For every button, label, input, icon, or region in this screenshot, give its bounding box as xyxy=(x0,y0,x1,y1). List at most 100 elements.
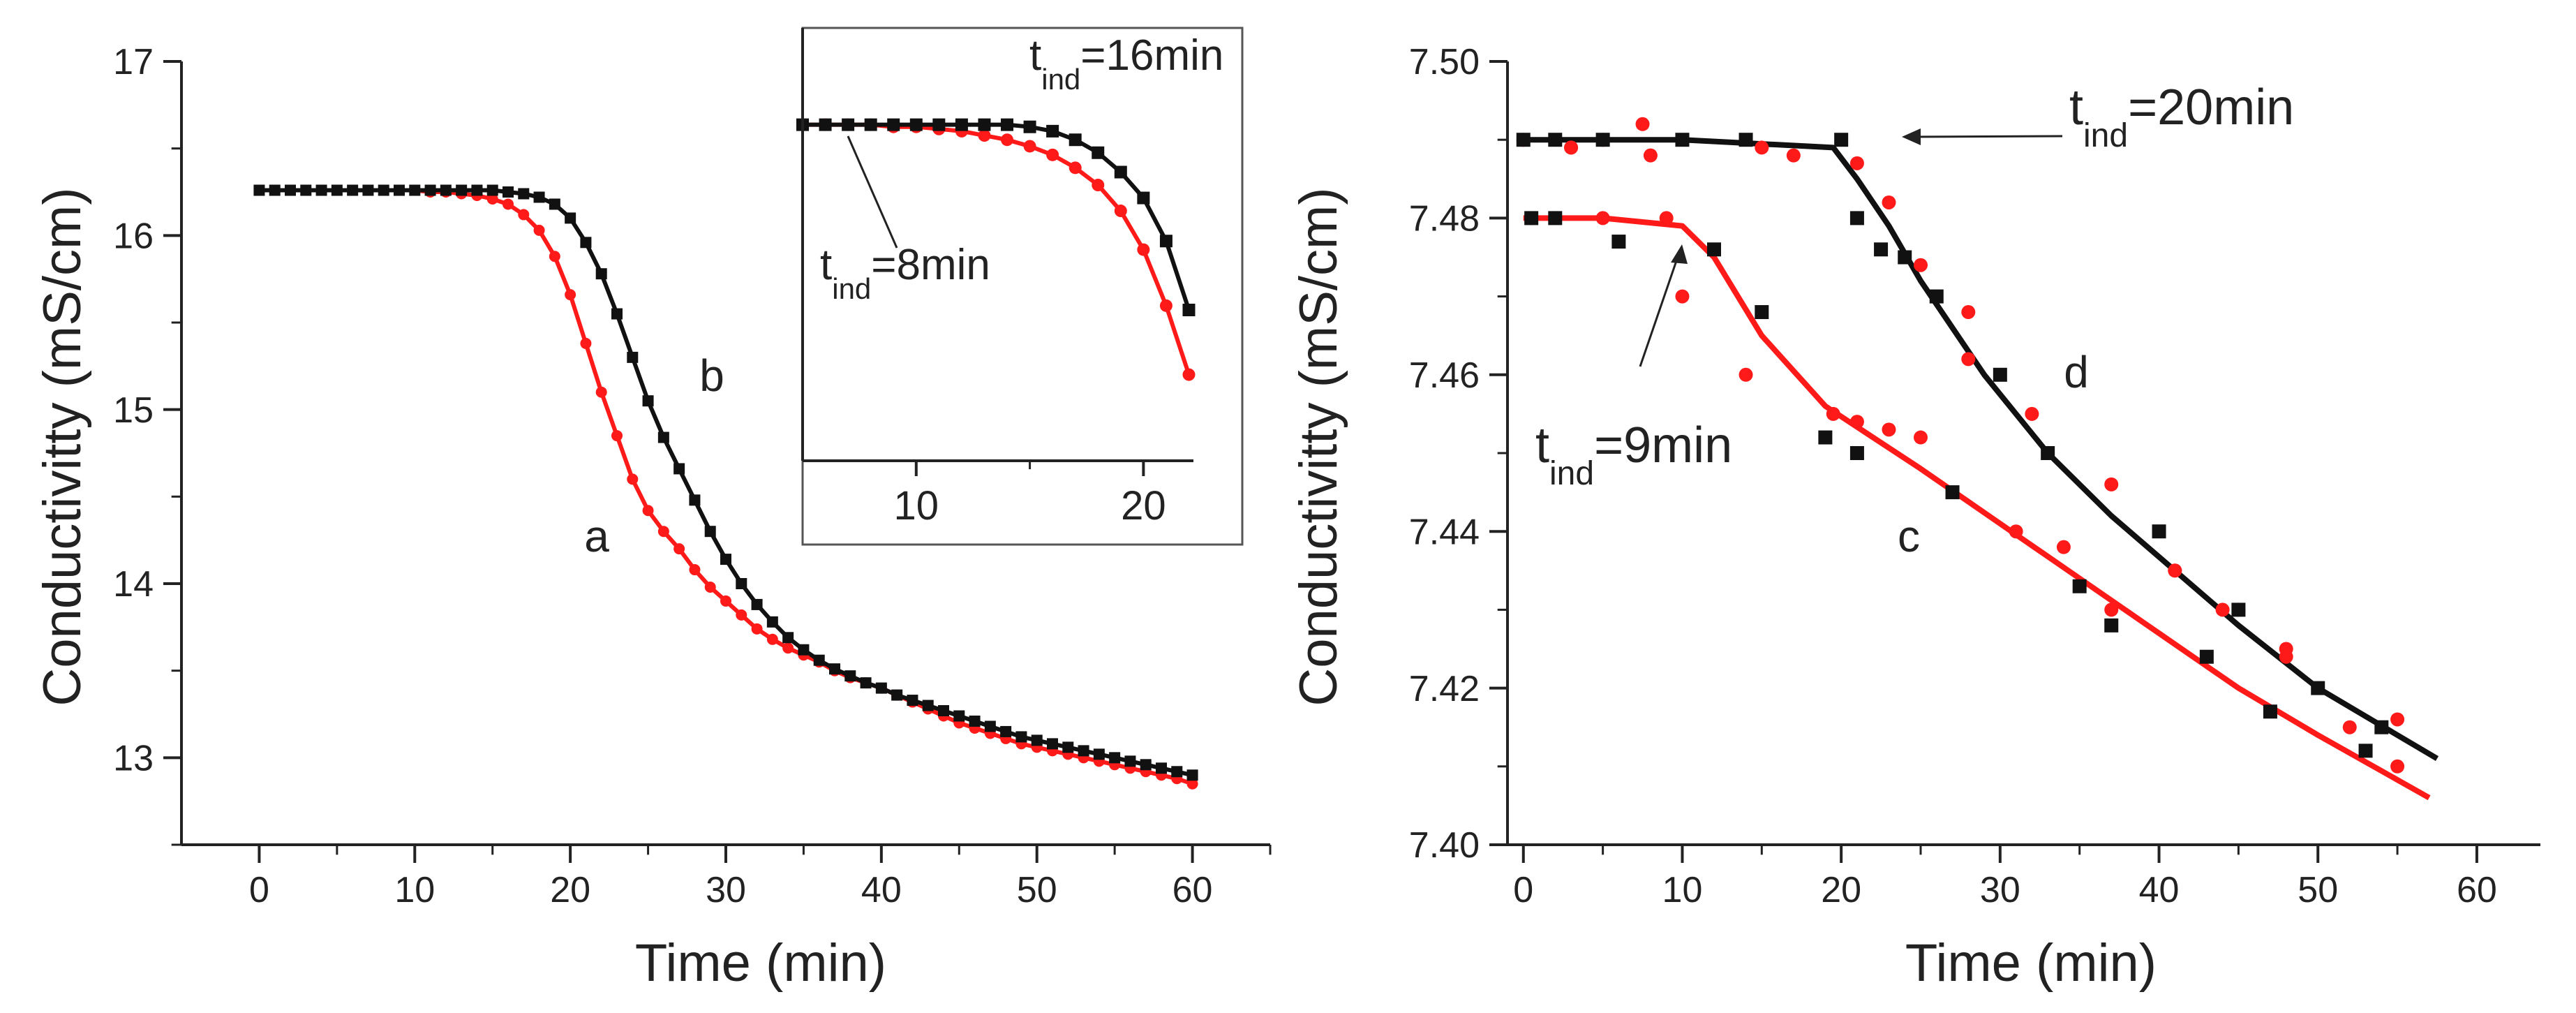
inset-data-point-a xyxy=(1001,133,1014,147)
data-point-a xyxy=(502,198,514,210)
data-point-a xyxy=(657,526,669,538)
x-tick-label: 10 xyxy=(394,870,435,910)
data-point-a xyxy=(642,505,654,517)
x-tick-label: 20 xyxy=(550,870,590,910)
right-ticks: 0 10 20 30 40 50 60 7.40 7.42 7.44 7.46 7.48 7.50 xyxy=(1409,42,2497,910)
y-tick-label: 7.48 xyxy=(1409,199,1480,239)
x-tick-label: 50 xyxy=(2298,870,2338,910)
inset-data-point-b xyxy=(1069,133,1082,147)
black-point-c xyxy=(1755,305,1769,320)
y-tick-label: 7.50 xyxy=(1409,42,1480,82)
inset-plot-data xyxy=(796,118,1196,381)
black-point-c xyxy=(1611,235,1626,249)
x-tick-label: 0 xyxy=(249,870,269,910)
data-point-b xyxy=(502,186,514,198)
red-point-c xyxy=(1961,352,1976,367)
ind-subscript: ind xyxy=(832,272,871,305)
y-tick-label: 7.46 xyxy=(1409,355,1480,396)
arrow-20min xyxy=(1912,135,2063,138)
inset-panel: 10 20 tind=16min tind=8min xyxy=(796,27,1244,546)
red-point-c xyxy=(1849,415,1864,429)
red-point-d xyxy=(1786,148,1801,163)
inset-data-point-b xyxy=(1182,304,1196,316)
data-point-a xyxy=(720,595,731,607)
red-point-c xyxy=(2104,602,2119,617)
inset-data-point-b xyxy=(1023,120,1036,133)
red-point-d xyxy=(2104,477,2119,491)
inset-data-point-b xyxy=(1137,191,1150,205)
inset-data-point-b xyxy=(842,118,855,131)
data-point-b xyxy=(627,351,639,363)
right-plot-data xyxy=(1516,117,2439,801)
data-point-b xyxy=(907,695,918,707)
value-9min: =9min xyxy=(1594,417,1732,473)
data-point-b xyxy=(984,720,996,732)
red-point-c xyxy=(1635,117,1650,131)
data-point-b xyxy=(331,184,343,196)
data-point-b xyxy=(1109,752,1121,764)
red-point-c xyxy=(2342,720,2357,734)
x-tick-label: 20 xyxy=(1821,870,1861,910)
inset-pointer-8min xyxy=(847,135,898,249)
data-point-b xyxy=(673,463,685,475)
data-point-b xyxy=(347,184,359,196)
red-point-c xyxy=(2390,759,2405,774)
red-point-d xyxy=(1961,305,1976,320)
data-point-b xyxy=(1000,725,1012,737)
data-point-b xyxy=(953,710,965,722)
t-main: t xyxy=(2069,80,2083,135)
data-point-a xyxy=(673,543,685,555)
red-point-d xyxy=(1755,140,1769,155)
data-point-a xyxy=(595,386,607,398)
left-plot-data xyxy=(253,184,1198,790)
black-point-d xyxy=(1595,133,1610,147)
ind-subscript: ind xyxy=(1041,63,1080,96)
inset-frame xyxy=(801,27,1244,546)
data-point-b xyxy=(657,431,669,443)
data-point-b xyxy=(829,663,840,675)
inset-data-point-b xyxy=(1001,118,1014,131)
data-point-a xyxy=(689,564,701,576)
black-point-d xyxy=(1929,289,1944,304)
annotation-20min: tind=20min xyxy=(2069,80,2294,154)
red-point-d xyxy=(1882,195,1896,209)
inset-data-point-a xyxy=(978,129,991,142)
red-point-c xyxy=(2009,524,2023,539)
data-point-b xyxy=(518,188,530,200)
black-point-d xyxy=(2152,524,2166,539)
red-point-d xyxy=(2025,406,2039,421)
inset-data-point-a xyxy=(1114,205,1127,218)
red-point-c xyxy=(1739,367,1753,382)
data-point-b xyxy=(720,554,731,565)
data-point-b xyxy=(456,184,468,196)
data-point-b xyxy=(1186,769,1198,781)
data-point-b xyxy=(595,268,607,280)
red-point-c xyxy=(1882,422,1896,437)
x-tick-label: 50 xyxy=(1017,870,1057,910)
data-point-b xyxy=(798,644,810,656)
red-point-c xyxy=(1675,289,1690,304)
arrow-9min xyxy=(1639,254,1680,367)
data-point-b xyxy=(642,395,654,407)
right-panel: 0 10 20 30 40 50 60 7.40 7.42 7.44 7.46 7.48 7.50 Ti… xyxy=(1289,42,2540,993)
y-tick-label: 17 xyxy=(113,42,154,82)
data-point-a xyxy=(486,193,498,205)
data-point-b xyxy=(362,184,374,196)
series-label-a: a xyxy=(584,511,609,561)
data-point-b xyxy=(253,184,265,196)
data-point-b xyxy=(704,526,716,538)
black-point-d xyxy=(1898,250,1912,265)
inset-data-point-a xyxy=(1182,368,1196,381)
y-tick-label: 13 xyxy=(113,739,154,779)
red-point-c xyxy=(2056,540,2071,554)
ind-subscript: ind xyxy=(1549,455,1594,492)
data-point-b xyxy=(891,689,903,701)
red-point-c xyxy=(1595,211,1610,225)
value-16min: =16min xyxy=(1080,31,1223,80)
black-point-d xyxy=(1849,211,1864,225)
data-point-b xyxy=(1140,759,1152,771)
inset-annotation-16min: tind=16min xyxy=(1029,31,1223,96)
black-point-d xyxy=(2231,602,2246,617)
data-point-b xyxy=(300,184,312,196)
fit-line-c xyxy=(1523,215,2431,801)
